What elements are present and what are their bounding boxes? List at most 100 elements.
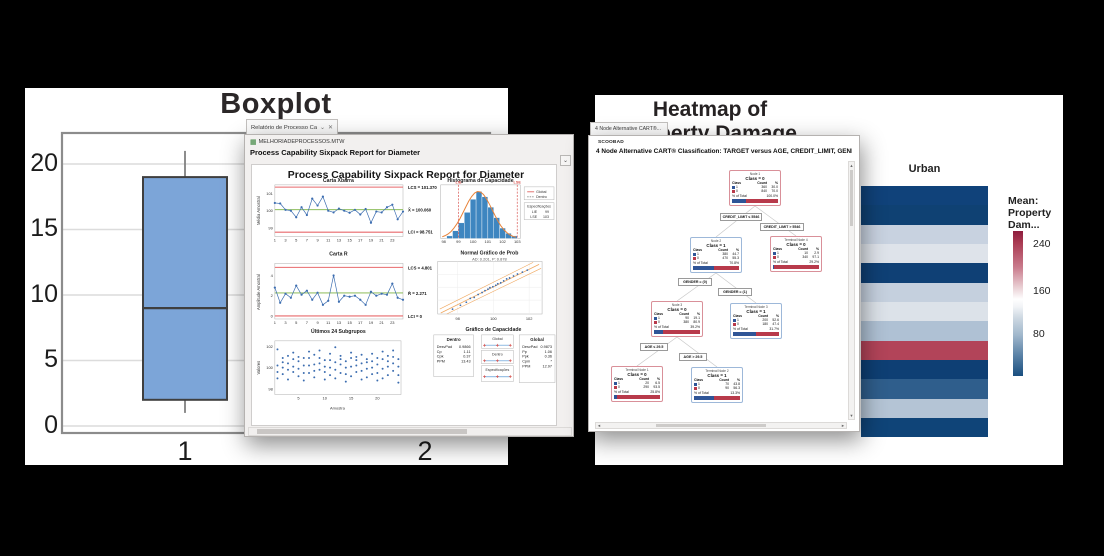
xbar-title: Carta Xbarra [323,178,354,184]
legend-title-line2: Property Dam... [1008,207,1052,231]
usl-label: LSE [514,180,522,184]
horizontal-scrollbar[interactable]: ◄ ► [595,422,847,429]
last24-title: Últimos 24 Subgrupos [311,328,366,335]
close-icon[interactable]: ✕ [327,125,333,131]
colorbar-tick: 80 [1033,328,1045,340]
svg-text:9: 9 [316,237,319,242]
svg-text:9: 9 [316,320,319,325]
horizontal-scrollbar[interactable] [248,427,572,436]
svg-text:19: 19 [369,237,374,242]
svg-text:0.9866: 0.9866 [459,345,471,349]
svg-text:15: 15 [349,395,354,400]
worksheet-icon: ▦ [250,138,257,146]
worksheet-name[interactable]: SCOOBAD [598,140,624,145]
svg-text:19: 19 [369,320,374,325]
svg-text:1: 1 [274,320,277,325]
svg-text:102: 102 [499,239,506,244]
svg-text:Cpk: Cpk [437,355,444,359]
svg-text:21: 21 [379,237,384,242]
svg-text:13: 13 [337,237,342,242]
xbar-lcl-label: LCI = 98.751 [408,230,433,235]
svg-text:1.11: 1.11 [463,350,470,354]
heatmap-cell [861,360,988,380]
panel-collapse-button[interactable]: ⌄ [560,155,571,166]
vertical-scrollbar[interactable]: ▲ ▼ [848,161,855,420]
sixpack-window-tab[interactable]: Relatório de Processo Capa... ⌄ ✕ [246,119,338,135]
heatmap-cell [861,340,988,361]
svg-text:Cp: Cp [437,350,442,354]
heatmap-cell [861,398,988,419]
svg-text:DesvPad: DesvPad [522,345,537,349]
rchart-lcl-label: LCI = 0 [408,314,423,319]
svg-text:DesvPad: DesvPad [437,345,452,349]
cart-window-tab[interactable]: 4 Node Alternative CART®... [590,122,668,135]
svg-text:Pp: Pp [522,350,527,354]
last24-ytick: 102 [266,344,273,349]
heatmap-grid [861,186,988,438]
svg-text:103: 103 [514,239,521,244]
rchart-ytick: 0 [271,313,274,318]
cart-window-body: SCOOBAD 4 Node Alternative CART® Classif… [588,135,860,432]
last24-ytick: 100 [266,365,273,370]
svg-text:15: 15 [347,320,352,325]
split-label: AGE > 29.5 [679,353,707,361]
svg-text:*: * [551,360,553,364]
tree-node: Terminal Node 1 Class = 0 Class Count% 1 20 6.… [611,366,663,402]
last24-xlabel: Amostra [330,405,346,410]
heatmap-cell [861,321,988,341]
scroll-left-icon[interactable]: ◄ [597,423,601,428]
spec-lse-label: LSE [530,215,537,219]
worksheet-name: MELHORIADEPROCESSOS.MTW [258,139,345,145]
svg-text:0.37: 0.37 [463,355,470,359]
rchart-ytick: 2 [271,293,273,298]
scrollbar-thumb[interactable] [850,170,853,226]
tab-title: Relatório de Processo Capa... [251,124,317,131]
svg-text:3: 3 [284,237,287,242]
spec-lse-value: 103 [543,215,549,219]
heatmap-legend: Mean: Property Dam... 240 160 80 [1008,195,1063,376]
svg-text:15: 15 [347,237,352,242]
rchart-center-label: R̄ = 2.271 [408,291,427,296]
svg-text:100: 100 [470,239,477,244]
svg-text:102: 102 [526,316,533,321]
scroll-up-icon[interactable]: ▲ [849,163,854,168]
svg-text:Cpm: Cpm [522,360,530,364]
interval-especificacoes: Especificações [485,368,509,372]
specs-title: Especificações [527,205,551,209]
svg-text:20: 20 [375,395,380,400]
scroll-right-icon[interactable]: ► [841,423,845,428]
sixpack-window: Relatório de Processo Capa... ⌄ ✕ ▦ MELH… [244,119,574,437]
scroll-down-icon[interactable]: ▼ [849,413,854,418]
colorbar-tick: 160 [1033,285,1051,297]
svg-text:11: 11 [326,320,331,325]
legend-dentro: Dentro [536,195,547,199]
capacity-title: Gráfico de Capacidade [465,327,521,333]
scrollbar-thumb[interactable] [656,424,766,427]
boxplot-category-2: 2 [417,436,433,466]
heatmap-cell [861,244,988,264]
tree-node: Terminal Node 4 Class = 0 Class Count% 1 10 2.… [770,236,822,272]
rchart-ylabel: Amplitude Amostral [256,274,261,310]
svg-text:1: 1 [274,237,277,242]
collapse-icon[interactable]: ⌄ [319,125,325,131]
svg-text:PPM: PPM [437,360,445,364]
sixpack-graphs: DesvPad 0.9866 Cp 1.11 Cpk 0.37 PPM 13.43 DesvPa… [256,170,556,410]
xbar-center-label: X̄ = 100.060 [408,208,432,213]
svg-text:13.43: 13.43 [461,360,470,364]
heatmap-column-label: Urban [908,163,941,175]
split-label: CREDIT_LIMIT ≤ 5546 [720,213,762,221]
xbar-ytick: 99 [268,225,273,230]
tree-node: Node 2 Class = 1 Class Count% 1 380 44.7 0 470 55… [690,237,742,273]
report-title: Process Capability Sixpack Report for Di… [288,170,524,181]
svg-text:17: 17 [358,237,362,242]
split-label: GENDER = (0) [678,278,712,286]
boxplot-ytick: 10 [30,280,58,308]
histogram-title: Histograma de Capacidade [447,178,513,184]
scrollbar-thumb[interactable] [257,429,467,434]
heatmap-cell [861,282,988,303]
worksheet-row[interactable]: ▦ MELHORIADEPROCESSOS.MTW [250,137,345,147]
heatmap-cell [861,186,988,206]
split-label: CREDIT_LIMIT > 5546 [760,223,804,231]
spec-lie-value: 99 [545,210,549,214]
svg-text:101: 101 [485,239,492,244]
